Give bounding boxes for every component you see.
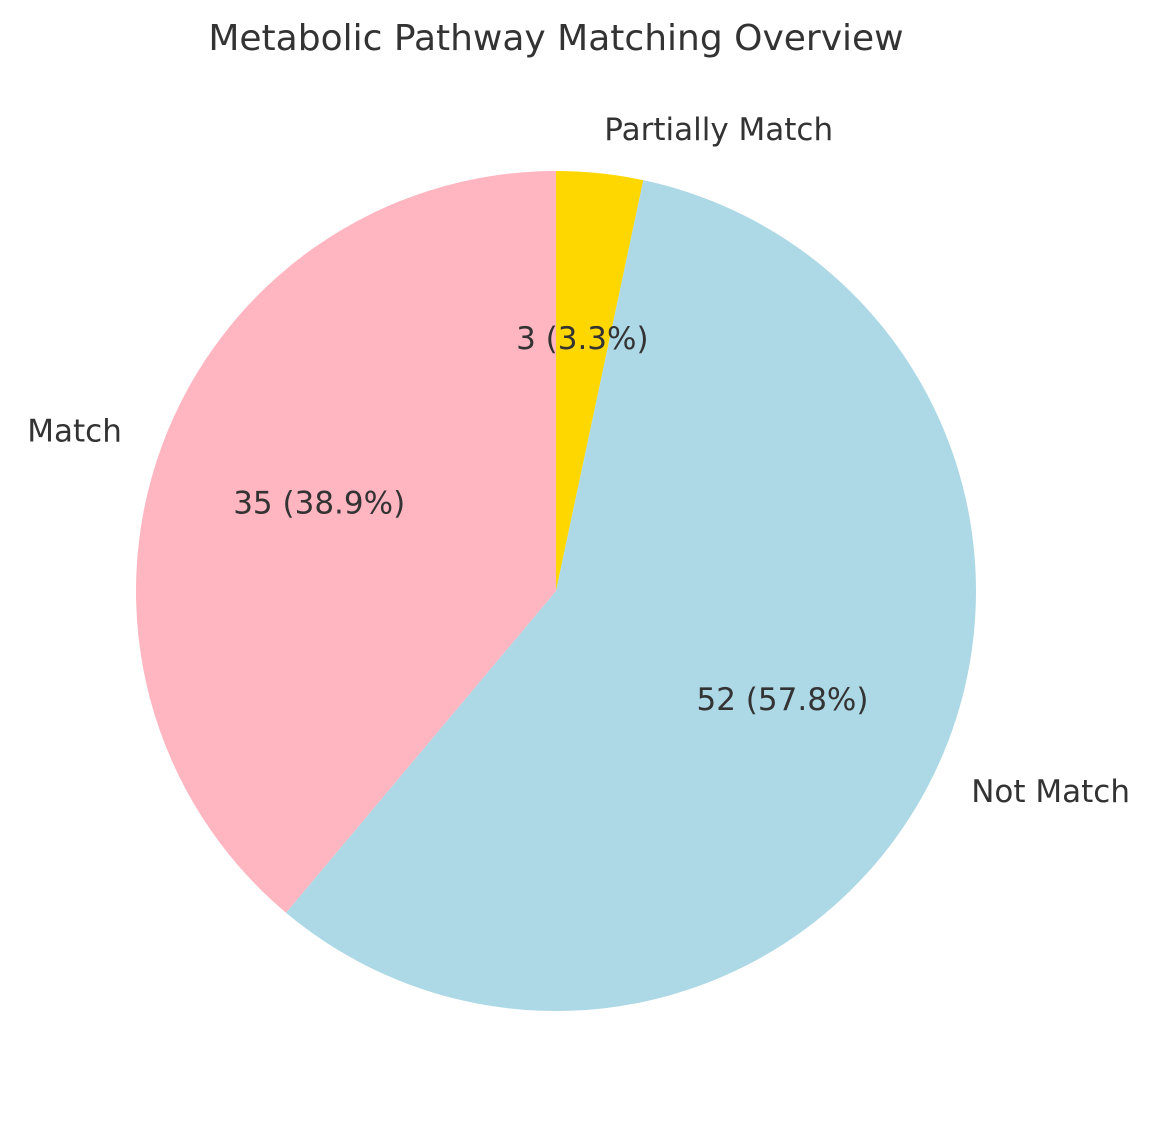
- pie-slices: [136, 171, 977, 1012]
- pie-labels: Partially Match 3 (3.3%) Not Match 52 (57.8…: [27, 112, 1130, 810]
- pie-slice-not-match: [286, 180, 977, 1012]
- slice-label: Match: [27, 413, 122, 449]
- pie-slice-partially-match: [556, 171, 644, 591]
- slice-label: Not Match: [971, 774, 1130, 810]
- slice-value-label: 3 (3.3%): [516, 321, 649, 357]
- chart-title: Metabolic Pathway Matching Overview: [208, 18, 903, 59]
- slice-value-label: 35 (38.9%): [233, 485, 405, 521]
- pie-slice-match: [136, 171, 556, 913]
- slice-value-label: 52 (57.8%): [697, 682, 869, 718]
- slice-label: Partially Match: [604, 112, 833, 148]
